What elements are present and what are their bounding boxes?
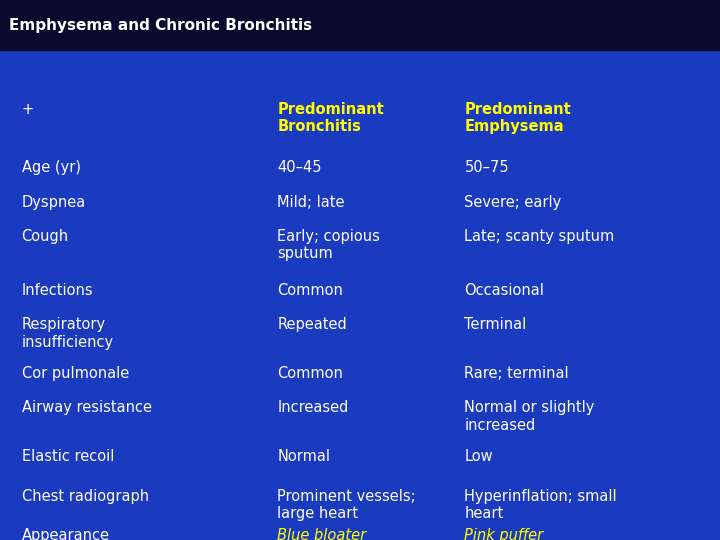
Text: Respiratory
insufficiency: Respiratory insufficiency xyxy=(22,317,114,349)
Text: Common: Common xyxy=(277,283,343,298)
Text: Airway resistance: Airway resistance xyxy=(22,401,152,415)
Text: Normal: Normal xyxy=(277,449,330,464)
Text: Rare; terminal: Rare; terminal xyxy=(464,366,569,381)
Text: Emphysema and Chronic Bronchitis: Emphysema and Chronic Bronchitis xyxy=(9,18,312,32)
Text: Normal or slightly
increased: Normal or slightly increased xyxy=(464,401,595,433)
Text: Mild; late: Mild; late xyxy=(277,195,345,210)
Text: Blue bloater: Blue bloater xyxy=(277,528,366,540)
Text: Prominent vessels;
large heart: Prominent vessels; large heart xyxy=(277,489,416,521)
Text: Appearance: Appearance xyxy=(22,528,109,540)
Text: Elastic recoil: Elastic recoil xyxy=(22,449,114,464)
Text: Dyspnea: Dyspnea xyxy=(22,195,86,210)
Text: Cough: Cough xyxy=(22,229,68,244)
Text: Predominant
Bronchitis: Predominant Bronchitis xyxy=(277,102,384,134)
Text: Early; copious
sputum: Early; copious sputum xyxy=(277,229,380,261)
Text: Cor pulmonale: Cor pulmonale xyxy=(22,366,129,381)
Text: Pink puffer: Pink puffer xyxy=(464,528,544,540)
Text: Late; scanty sputum: Late; scanty sputum xyxy=(464,229,615,244)
Text: Severe; early: Severe; early xyxy=(464,195,562,210)
Text: Predominant
Emphysema: Predominant Emphysema xyxy=(464,102,571,134)
Text: +: + xyxy=(22,102,34,117)
Text: Age (yr): Age (yr) xyxy=(22,160,81,176)
Text: Infections: Infections xyxy=(22,283,93,298)
Text: Terminal: Terminal xyxy=(464,317,526,332)
Text: Common: Common xyxy=(277,366,343,381)
Text: Low: Low xyxy=(464,449,493,464)
Text: Increased: Increased xyxy=(277,401,348,415)
Text: Chest radiograph: Chest radiograph xyxy=(22,489,149,504)
Text: Occasional: Occasional xyxy=(464,283,544,298)
Text: 40–45: 40–45 xyxy=(277,160,322,176)
Text: 50–75: 50–75 xyxy=(464,160,509,176)
Text: Repeated: Repeated xyxy=(277,317,347,332)
Bar xyxy=(0,0,720,50)
Text: Hyperinflation; small
heart: Hyperinflation; small heart xyxy=(464,489,617,521)
